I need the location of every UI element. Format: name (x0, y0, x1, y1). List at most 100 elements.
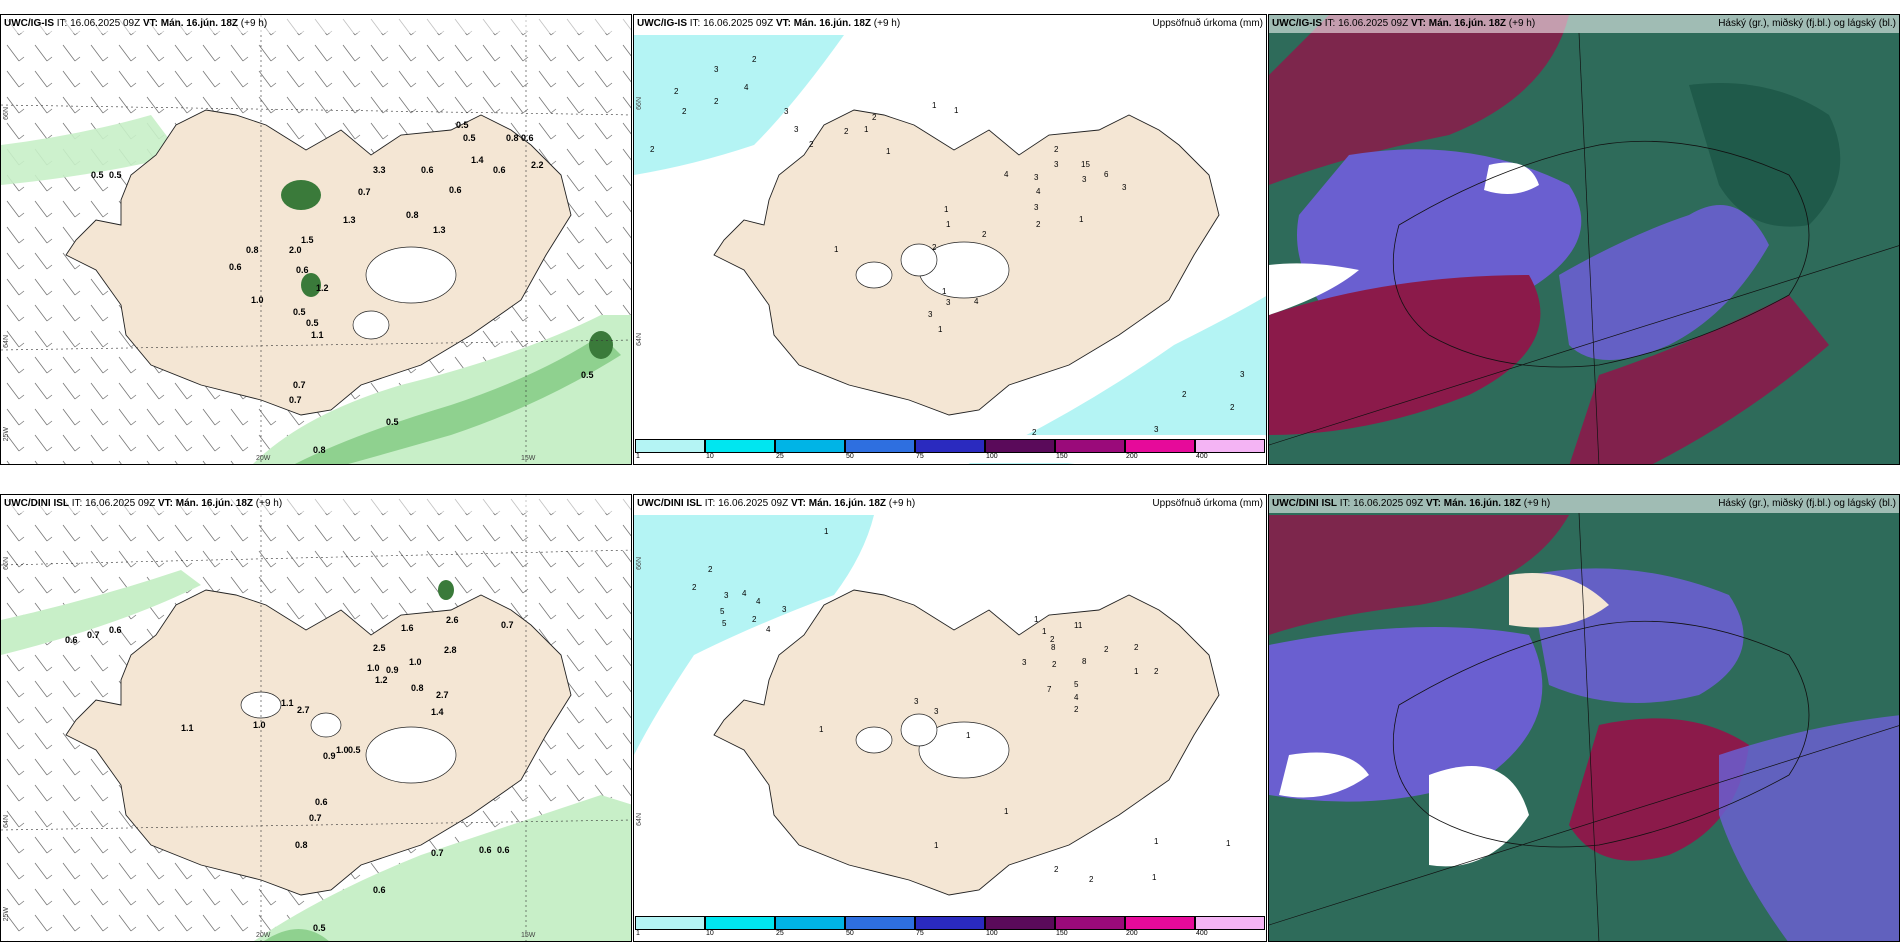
accum-value: 1 (824, 527, 829, 536)
panel-header: UWC/DINI ISL IT: 16.06.2025 09Z VT: Mán.… (1269, 495, 1899, 513)
lon-label: 25W (3, 907, 10, 922)
glacier (900, 713, 938, 747)
precip-area (1, 570, 201, 655)
accum-value: 1 (954, 106, 959, 115)
accum-value: 1 (966, 731, 971, 740)
precip-value: 0.5 (109, 170, 122, 180)
lat-label: 64N (3, 815, 10, 828)
colorbar-cell (845, 439, 915, 453)
accum-value: 3 (714, 65, 719, 74)
precip-value: 0.5 (348, 745, 361, 755)
colorbar-cell (915, 439, 985, 453)
colorbar-tick: 10 (706, 930, 714, 937)
precip-value: 1.1 (281, 698, 294, 708)
colorbar-cell (705, 916, 775, 930)
precip-value: 0.5 (313, 923, 326, 933)
panel-header: UWC/IG-IS IT: 16.06.2025 09Z VT: Mán. 16… (1269, 15, 1899, 33)
precip-value: 0.5 (386, 417, 399, 427)
accum-value: 5 (1074, 680, 1079, 689)
accum-value: 2 (682, 107, 687, 116)
colorbar-tick: 1 (636, 930, 640, 937)
meridian (1578, 32, 1600, 464)
precip-value: 0.6 (479, 845, 492, 855)
precip-value: 0.8 (246, 245, 259, 255)
parallel (1269, 245, 1899, 446)
accum-value: 3 (724, 591, 729, 600)
iceland-outline (1392, 620, 1810, 848)
accum-value: 2 (708, 565, 713, 574)
precip-value: 0.7 (358, 187, 371, 197)
precip-value: 1.1 (181, 723, 194, 733)
lat-label: 66N (636, 97, 643, 110)
precip-area (253, 315, 631, 464)
colorbar-tick: 200 (1126, 453, 1138, 460)
precip-area (294, 335, 621, 464)
accum-value: 2 (1074, 705, 1079, 714)
glacier (352, 310, 390, 340)
precip-value: 1.4 (471, 155, 484, 165)
accum-area (968, 296, 1266, 464)
accum-value: 2 (1054, 145, 1059, 154)
precip-value: 2.6 (446, 615, 459, 625)
valid-time: VT: Mán. 16.jún. 18Z (775, 18, 871, 29)
accum-value: 1 (1079, 215, 1084, 224)
accum-value: 2 (1036, 220, 1041, 229)
colorbar-tick: 25 (776, 930, 784, 937)
accum-value: 5 (722, 619, 727, 628)
colorbar-cell (1055, 439, 1125, 453)
accum-value: 2 (1104, 645, 1109, 654)
mid-cloud (1719, 715, 1899, 941)
accum-value: 8 (1082, 657, 1087, 666)
colorbar-cell (1195, 439, 1265, 453)
low-cloud (1269, 515, 1569, 635)
colorbar-tick: 50 (846, 453, 854, 460)
precip-value: 0.5 (581, 370, 594, 380)
colorbar-tick: 200 (1126, 930, 1138, 937)
panel-header: UWC/DINI ISL IT: 16.06.2025 09Z VT: Mán.… (634, 495, 1266, 513)
accum-value: 1 (834, 245, 839, 254)
colorbar: 1 10 25 50 75 100 150 200 400 (635, 912, 1265, 940)
precip-value: 2.8 (444, 645, 457, 655)
colorbar-cell (1055, 916, 1125, 930)
accum-value: 2 (1050, 635, 1055, 644)
accum-value: 2 (674, 87, 679, 96)
accum-value: 3 (934, 707, 939, 716)
accum-value: 4 (1004, 170, 1009, 179)
precip-value: 0.6 (296, 265, 309, 275)
glacier (310, 712, 342, 738)
valid-time: VT: Mán. 16.jún. 18Z (157, 498, 253, 509)
precip-map (1, 495, 631, 941)
lat-label: 64N (636, 333, 643, 346)
accum-value: 3 (1154, 425, 1159, 434)
forecast-step: (+9 h) (240, 18, 268, 29)
colorbar-tick: 75 (916, 453, 924, 460)
accum-value: 3 (782, 605, 787, 614)
mid-cloud (1559, 205, 1769, 360)
panel-igis-precip: UWC/IG-IS IT: 16.06.2025 09Z VT: Mán. 16… (0, 14, 632, 465)
accum-value: 4 (1074, 693, 1079, 702)
panel-igis-accum: UWC/IG-IS IT: 16.06.2025 09Z VT: Mán. 16… (633, 14, 1267, 465)
colorbar-tick: 400 (1196, 930, 1208, 937)
accum-value: 2 (1032, 428, 1037, 437)
init-time: IT: 16.06.2025 09Z (689, 18, 774, 29)
precip-value: 2.2 (531, 160, 544, 170)
colorbar-tick: 100 (986, 453, 998, 460)
precip-value: 0.6 (493, 165, 506, 175)
init-time: IT: 16.06.2025 09Z (1339, 498, 1424, 509)
model-name: UWC/DINI ISL (1272, 498, 1337, 509)
model-name: UWC/IG-IS (1272, 18, 1322, 29)
accum-value: 3 (1082, 175, 1087, 184)
colorbar-cell (985, 439, 1055, 453)
panel-igis-cloud: UWC/IG-IS IT: 16.06.2025 09Z VT: Mán. 16… (1268, 14, 1900, 465)
accum-value: 2 (1230, 403, 1235, 412)
init-time: IT: 16.06.2025 09Z (56, 18, 141, 29)
colorbar-tick: 100 (986, 930, 998, 937)
precip-value: 1.3 (343, 215, 356, 225)
accum-value: 1 (1226, 839, 1231, 848)
accum-value: 3 (794, 125, 799, 134)
accum-value: 3 (1240, 370, 1245, 379)
precip-value: 2.7 (436, 690, 449, 700)
precip-value: 0.6 (521, 133, 534, 143)
lat-label: 64N (3, 335, 10, 348)
glacier (365, 726, 457, 784)
